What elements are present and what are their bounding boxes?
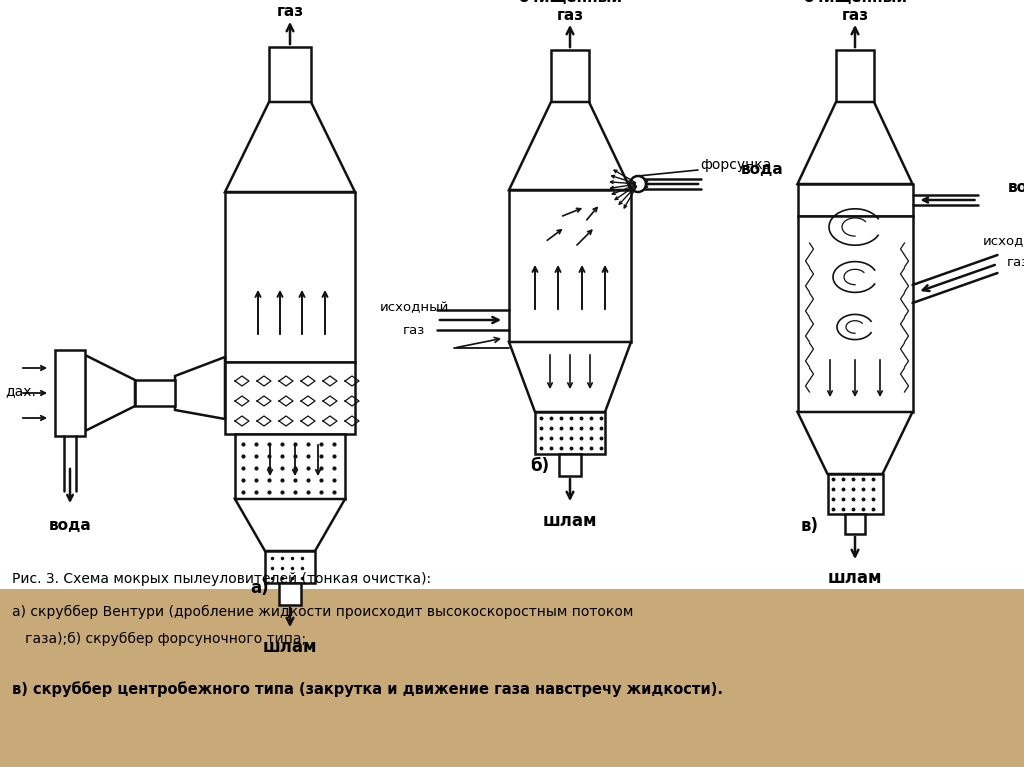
Text: очищенный: очищенный [238, 0, 342, 2]
Bar [0, 567, 1024, 589]
Text: газ: газ [1007, 255, 1024, 268]
Polygon shape [234, 499, 345, 551]
Text: а) скруббер Вентури (дробление жидкости происходит высокоскоростным потоком: а) скруббер Вентури (дробление жидкости … [12, 605, 634, 619]
Text: б): б) [530, 457, 550, 475]
Polygon shape [798, 412, 912, 474]
Polygon shape [509, 102, 631, 190]
Bar [827, 474, 883, 514]
Bar [551, 50, 589, 102]
Text: вода: вода [1008, 180, 1024, 196]
Bar [845, 514, 865, 534]
Bar [798, 216, 912, 412]
Text: в) скруббер центробежного типа (закрутка и движение газа навстречу жидкости).: в) скруббер центробежного типа (закрутка… [12, 681, 723, 697]
Polygon shape [175, 357, 225, 419]
Polygon shape [509, 342, 631, 412]
Text: очищенный: очищенный [803, 0, 907, 5]
Bar [535, 412, 605, 454]
Text: газ: газ [842, 8, 868, 22]
Text: Рис. 3. Схема мокрых пылеуловителей (тонкая очистка):: Рис. 3. Схема мокрых пылеуловителей (тон… [12, 572, 431, 586]
Bar [269, 47, 311, 102]
Bar [559, 454, 581, 476]
Bar [55, 350, 85, 436]
Text: газ: газ [402, 324, 425, 337]
Bar [798, 184, 912, 216]
Text: очищенный: очищенный [518, 0, 622, 5]
Text: исходный: исходный [983, 235, 1024, 249]
Polygon shape [798, 102, 912, 184]
Text: шлам: шлам [263, 638, 317, 656]
Text: исходный: исходный [379, 301, 449, 314]
Text: дах.: дах. [5, 384, 36, 398]
Text: газа);б) скруббер форсуночного типа;: газа);б) скруббер форсуночного типа; [12, 632, 306, 646]
Bar [225, 362, 355, 434]
Bar [836, 50, 874, 102]
Text: форсунка: форсунка [700, 158, 771, 172]
Text: шлам: шлам [543, 512, 597, 530]
Bar [135, 380, 175, 406]
Bar [509, 190, 631, 342]
Polygon shape [225, 102, 355, 192]
Text: в): в) [801, 517, 819, 535]
Bar [234, 434, 345, 499]
Text: вода: вода [741, 162, 783, 176]
Text: вода: вода [48, 518, 91, 534]
Text: а): а) [251, 579, 269, 597]
Text: газ: газ [276, 5, 303, 19]
Text: газ: газ [556, 8, 584, 22]
Bar [265, 551, 315, 583]
Bar [0, 589, 1024, 767]
Circle shape [630, 176, 646, 192]
Polygon shape [85, 355, 135, 431]
Text: шлам: шлам [827, 569, 883, 587]
Bar [279, 583, 301, 605]
Bar [225, 192, 355, 362]
